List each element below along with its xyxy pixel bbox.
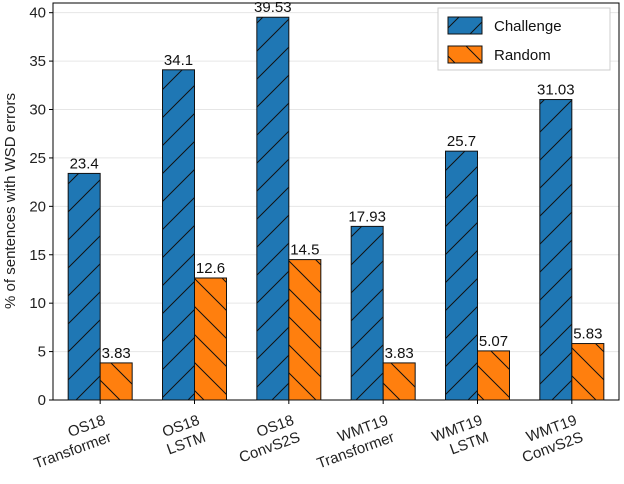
y-tick-label: 5	[38, 344, 46, 361]
bar-hatch	[162, 69, 195, 401]
x-axis-ticks: OS18Transformer OS18LSTM OS18ConvS2S WMT19T…	[25, 400, 586, 473]
bar-hatch	[477, 350, 510, 401]
x-tick-label: OS18LSTM	[158, 412, 208, 459]
data-labels: 23.4 3.83 34.1 12.6 39.53 14.5 17.93 3.83 25.7 5.…	[70, 0, 603, 362]
x-tick-label: WMT19ConvS2S	[514, 412, 586, 467]
y-tick-label: 20	[29, 198, 46, 215]
y-tick-label: 35	[29, 53, 46, 70]
bar-hatch	[99, 362, 133, 401]
bar-hatch	[539, 99, 573, 401]
legend-label: Random	[494, 47, 551, 64]
data-label: 23.4	[70, 155, 99, 172]
y-axis-label: % of sentences with WSD errors	[2, 93, 19, 309]
x-tick-label: WMT19LSTM	[430, 412, 491, 463]
legend: Challenge Random	[437, 7, 611, 71]
data-label: 3.83	[102, 345, 131, 362]
data-label: 3.83	[385, 345, 414, 362]
data-label: 5.83	[573, 326, 602, 343]
bar-hatch	[382, 362, 416, 401]
bar-hatch	[194, 277, 227, 401]
bar-hatch	[288, 259, 322, 401]
bar-hatch	[67, 172, 101, 401]
legend-swatch-hatch	[447, 16, 483, 35]
data-label: 25.7	[447, 133, 476, 150]
data-label: 5.07	[479, 333, 508, 350]
y-tick-label: 10	[29, 295, 46, 312]
plot-frame	[52, 2, 620, 401]
bar-hatch	[256, 16, 290, 401]
bar-hatch	[350, 225, 384, 401]
x-tick-label: WMT19Transformer	[308, 412, 396, 473]
legend-swatch-hatch	[447, 45, 483, 64]
y-tick-label: 40	[29, 5, 46, 22]
data-label: 17.93	[348, 208, 386, 225]
data-label: 39.53	[254, 0, 292, 16]
y-tick-label: 0	[38, 392, 46, 409]
bar-hatch	[445, 150, 478, 401]
y-tick-label: 15	[29, 247, 46, 264]
y-tick-label: 30	[29, 102, 46, 119]
x-tick-label: OS18ConvS2S	[231, 412, 303, 467]
data-label: 31.03	[537, 82, 575, 99]
x-tick-label: OS18Transformer	[25, 412, 113, 473]
bars	[67, 16, 605, 401]
data-label: 12.6	[196, 260, 225, 277]
legend-label: Challenge	[494, 18, 562, 35]
data-label: 14.5	[290, 242, 319, 259]
data-label: 34.1	[164, 52, 193, 69]
gridlines	[53, 12, 619, 401]
y-tick-label: 25	[29, 150, 46, 167]
bar-hatch	[571, 343, 605, 401]
y-axis-ticks: 0 5 10 15 20 25 30 35 40	[29, 5, 53, 409]
